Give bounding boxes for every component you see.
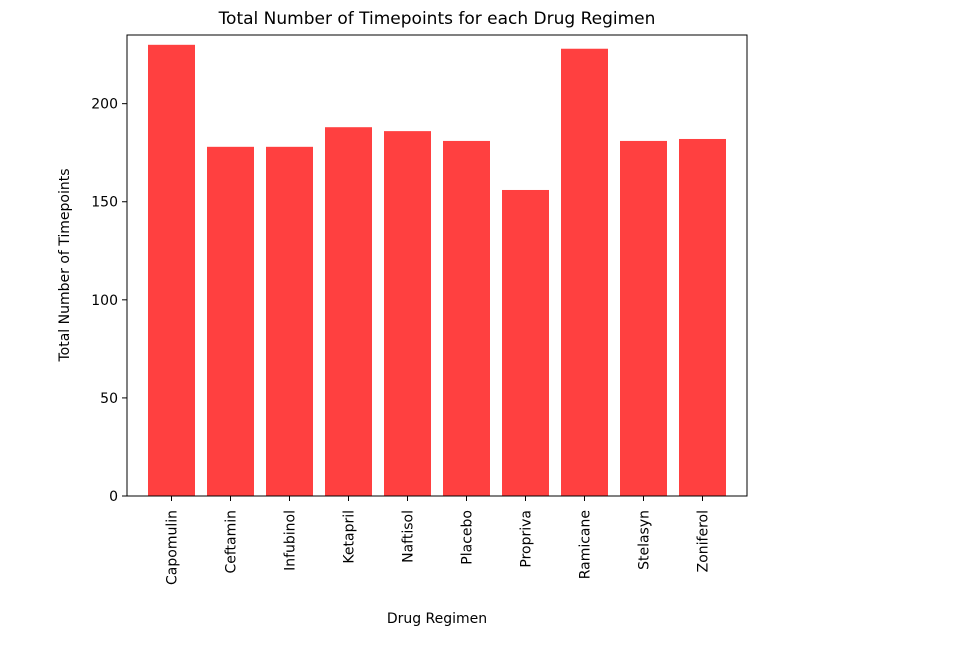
- x-tick-label: Capomulin: [165, 510, 181, 585]
- x-tick-label: Ramicane: [578, 510, 594, 579]
- bar-infubinol: [266, 146, 313, 496]
- y-tick-label: 200: [91, 97, 118, 113]
- plot-frame: [126, 34, 748, 497]
- bar-ceftamin: [207, 146, 254, 496]
- y-tick-label: 50: [100, 391, 118, 407]
- bar-stelasyn: [620, 140, 667, 496]
- bar-ramicane: [561, 48, 608, 497]
- bar-capomulin: [148, 44, 195, 497]
- bar-ketapril: [325, 127, 372, 496]
- bars-layer: [148, 44, 726, 497]
- y-tick-label: 0: [109, 489, 118, 505]
- x-tick-label: Zoniferol: [696, 510, 712, 572]
- x-axis-label: Drug Regimen: [387, 611, 487, 627]
- x-tick-label: Ketapril: [342, 510, 358, 564]
- bar-zoniferol: [679, 138, 726, 496]
- bar-propriva: [502, 189, 549, 496]
- y-tick-label: 150: [91, 195, 118, 211]
- x-tick-label: Infubinol: [283, 510, 299, 571]
- x-tick-label: Propriva: [519, 510, 535, 568]
- y-axis-label: Total Number of Timepoints: [57, 168, 73, 362]
- x-tick-label: Stelasyn: [637, 510, 653, 570]
- x-axis-ticks: Capomulin Ceftamin Infubinol Ketapril Naftis…: [165, 496, 712, 585]
- bar-naftisol: [384, 131, 431, 496]
- x-tick-label: Placebo: [460, 510, 476, 565]
- x-tick-label: Ceftamin: [224, 510, 240, 574]
- x-tick-label: Naftisol: [401, 510, 417, 563]
- y-tick-label: 100: [91, 293, 118, 309]
- y-axis-ticks: 0 50 100 150 200: [91, 97, 127, 505]
- chart-title: Total Number of Timepoints for each Drug…: [218, 9, 656, 29]
- bar-placebo: [443, 140, 490, 496]
